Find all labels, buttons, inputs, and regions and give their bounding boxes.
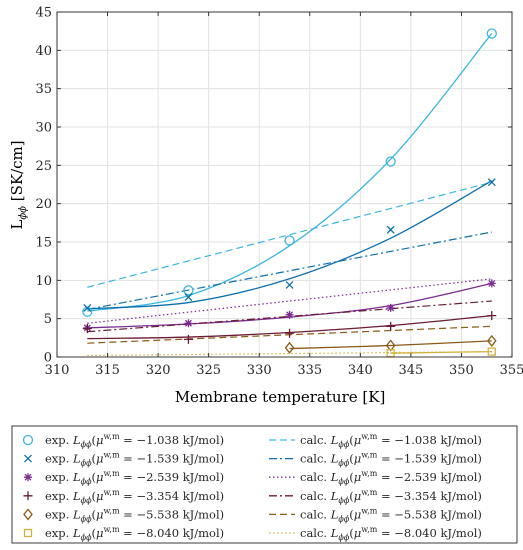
- y-axis-label-main: L: [8, 220, 26, 230]
- x-tick-label: 310: [45, 363, 70, 378]
- legend-marker-2: [24, 454, 32, 463]
- data-point-4: [82, 324, 92, 334]
- legend-label-exp-4: exp. Lϕϕ(μw,m = −3.354 kJ/mol): [45, 488, 224, 505]
- x-tick-label: 355: [500, 363, 523, 378]
- data-point-5: [385, 339, 396, 352]
- calc-line-4: [87, 300, 492, 333]
- fit-curve-5: [289, 340, 492, 350]
- y-tick-label: 30: [35, 121, 52, 136]
- y-tick-label: 40: [35, 44, 52, 59]
- y-tick-label: 0: [44, 351, 52, 366]
- y-axis-label-subscript: ϕϕ: [18, 206, 29, 220]
- data-point-5: [486, 334, 497, 347]
- legend-label-exp-6: exp. Lϕϕ(μw,m = −8.040 kJ/mol): [45, 525, 224, 542]
- data-point-2: [83, 303, 92, 312]
- x-tick-label: 345: [398, 363, 423, 378]
- y-tick-label: 45: [35, 6, 52, 21]
- data-point-3: [386, 303, 395, 312]
- fit-curve-6: [390, 350, 492, 354]
- x-tick-label: 340: [348, 363, 373, 378]
- x-tick-label: 315: [95, 363, 120, 378]
- data-point-5: [284, 341, 295, 354]
- legend-label-exp-3: exp. Lϕϕ(μw,m = −2.539 kJ/mol): [45, 469, 224, 486]
- data-point-1: [183, 285, 194, 296]
- y-tick-label: 35: [35, 82, 52, 97]
- data-point-3: [285, 310, 294, 319]
- data-point-2: [184, 293, 193, 302]
- axes-frame: [56, 11, 513, 358]
- y-axis-label-unit: [SK/cm]: [8, 140, 26, 206]
- axes: 310 315 320 325 330 335 340 345 350 355 0 5 10 15 20 25…: [35, 6, 523, 379]
- y-tick-label: 25: [35, 159, 52, 174]
- legend-box: [11, 425, 518, 544]
- legend-label-exp-1: exp. Lϕϕ(μw,m = −1.038 kJ/mol): [45, 432, 224, 449]
- x-tick-label: 325: [196, 363, 221, 378]
- x-tick-label: 350: [449, 363, 474, 378]
- fit-curve-2: [87, 180, 493, 310]
- legend-marker-3: [24, 473, 32, 482]
- data-point-4: [285, 328, 295, 338]
- data-point-1: [284, 235, 295, 246]
- legend-label-exp-5: exp. Lϕϕ(μw,m = −5.538 kJ/mol): [45, 506, 224, 523]
- data-point-2: [386, 225, 395, 234]
- legend-label-calc-4: calc. Lϕϕ(μw,m = −3.354 kJ/mol): [300, 488, 482, 505]
- legend-label-exp-2: exp. Lϕϕ(μw,m = −1.539 kJ/mol): [45, 451, 224, 468]
- markers: [82, 28, 497, 358]
- legend-label-calc-2: calc. Lϕϕ(μw,m = −1.539 kJ/mol): [300, 451, 482, 468]
- data-point-2: [487, 178, 496, 187]
- x-axis-label: Membrane temperature [K]: [175, 388, 386, 406]
- legend-label-calc-3: calc. Lϕϕ(μw,m = −2.539 kJ/mol): [300, 469, 482, 486]
- calc-line-2: [87, 231, 492, 311]
- y-tick-label: 20: [35, 197, 52, 212]
- plot-area: [57, 12, 512, 357]
- data-point-4: [386, 321, 396, 331]
- legend-label-calc-5: calc. Lϕϕ(μw,m = −5.538 kJ/mol): [300, 506, 482, 523]
- data-point-2: [285, 280, 294, 289]
- data-point-1: [486, 28, 497, 39]
- data-point-4: [183, 334, 193, 344]
- data-point-3: [184, 319, 193, 328]
- data-point-4: [487, 311, 497, 321]
- legend-label-calc-6: calc. Lϕϕ(μw,m = −8.040 kJ/mol): [300, 525, 482, 542]
- legend-marker-4: [23, 491, 33, 501]
- data-point-3: [487, 279, 496, 288]
- plot-background: [57, 12, 512, 357]
- legend-marker-1: [22, 434, 34, 446]
- y-tick-label: 15: [35, 236, 52, 251]
- x-tick-label: 320: [146, 363, 171, 378]
- legend-marker-6: [23, 528, 33, 538]
- data-point-1: [385, 156, 396, 167]
- calc-line-1: [87, 181, 492, 288]
- legend-marker-5: [23, 508, 33, 521]
- data-point-6: [487, 347, 496, 356]
- legend: exp. Lϕϕ(μw,m = −1.038 kJ/mol) calc. Lϕϕ(…: [11, 425, 518, 544]
- y-tick-label: 10: [35, 274, 52, 289]
- y-tick-label: 5: [44, 312, 52, 327]
- x-tick-label: 335: [297, 363, 322, 378]
- y-axis-label: Lϕϕ [SK/cm]: [8, 140, 29, 229]
- legend-label-calc-1: calc. Lϕϕ(μw,m = −1.038 kJ/mol): [300, 432, 482, 449]
- x-tick-label: 330: [247, 363, 272, 378]
